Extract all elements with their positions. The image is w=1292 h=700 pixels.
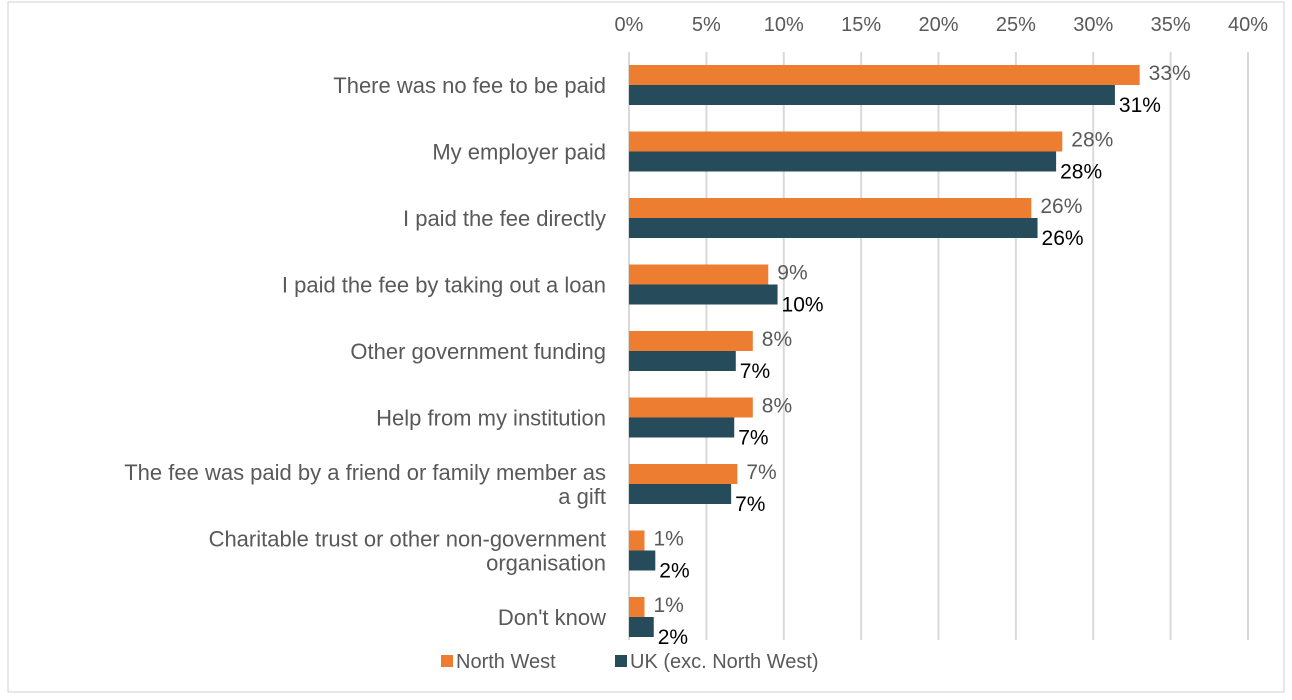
category-label: The fee was paid by a friend or family m… (124, 460, 606, 509)
bar-uk-exc-north-west (629, 85, 1115, 105)
bar-north-west (629, 597, 645, 617)
data-label: 31% (1119, 94, 1161, 117)
x-tick-label: 30% (1073, 14, 1113, 36)
data-label: 1% (653, 528, 683, 551)
x-tick-label: 25% (996, 14, 1036, 36)
data-label: 9% (777, 262, 807, 285)
bar-north-west (629, 198, 1032, 218)
x-tick-label: 10% (764, 14, 804, 36)
bar-uk-exc-north-west (629, 550, 656, 571)
category-label: Don't know (498, 605, 606, 630)
bar-north-west (629, 65, 1140, 85)
x-tick-label: 35% (1151, 14, 1191, 36)
x-tick-label: 15% (841, 14, 881, 36)
bar-uk-exc-north-west (629, 417, 735, 438)
bar-north-west (629, 464, 738, 484)
data-label: 26% (1040, 195, 1082, 218)
category-label: Other government funding (350, 339, 606, 364)
category-label: Help from my institution (376, 406, 606, 431)
legend-label: UK (exc. North West) (630, 651, 819, 673)
legend-label: North West (456, 651, 556, 673)
x-tick-label: 40% (1228, 14, 1268, 36)
legend-swatch-uk-exc-north-west (615, 655, 627, 667)
data-label: 28% (1071, 129, 1113, 152)
legend-swatch-north-west (441, 655, 453, 667)
bar-uk-exc-north-west (629, 218, 1038, 238)
data-label: 2% (658, 626, 688, 649)
legend: North West UK (exc. North West) (441, 651, 819, 673)
data-label: 7% (738, 427, 768, 450)
category-label: My employer paid (432, 140, 606, 165)
x-tick-label: 5% (692, 14, 721, 36)
data-label: 33% (1149, 62, 1191, 85)
data-label: 28% (1060, 161, 1102, 184)
bar-uk-exc-north-west (629, 484, 732, 504)
bars (629, 65, 1140, 637)
bar-north-west (629, 530, 645, 551)
bar-uk-exc-north-west (629, 151, 1057, 172)
data-label: 26% (1042, 227, 1084, 250)
data-label: 1% (653, 594, 683, 617)
data-label: 8% (762, 395, 792, 418)
category-label: I paid the fee by taking out a loan (282, 273, 606, 298)
data-label: 7% (740, 360, 770, 383)
category-label: There was no fee to be paid (333, 73, 606, 98)
value-labels: 33% 31% 28% 28% 26% 26% 9% 10% 8% 7% 8% 7% 7% 7% 1% 2% 1… (653, 62, 1190, 649)
category-label: Charitable trust or other non-government… (209, 527, 606, 576)
bar-uk-exc-north-west (629, 351, 736, 371)
data-label: 2% (659, 560, 689, 583)
x-tick-label: 0% (615, 14, 644, 36)
data-label: 7% (735, 493, 765, 516)
category-label: I paid the fee directly (403, 206, 606, 231)
category-labels: There was no fee to be paid My employer p… (124, 73, 606, 630)
data-label: 7% (746, 461, 776, 484)
bar-north-west (629, 331, 753, 351)
chart-border (7, 1, 1285, 693)
data-label: 8% (762, 328, 792, 351)
bar-north-west (629, 397, 753, 418)
data-label: 10% (782, 294, 824, 317)
bar-north-west (629, 131, 1063, 152)
x-axis-ticks: 0% 5% 10% 15% 20% 25% 30% 35% 40% (615, 14, 1269, 36)
bar-uk-exc-north-west (629, 617, 654, 637)
bar-uk-exc-north-west (629, 284, 778, 305)
bar-north-west (629, 264, 769, 285)
x-tick-label: 20% (918, 14, 958, 36)
